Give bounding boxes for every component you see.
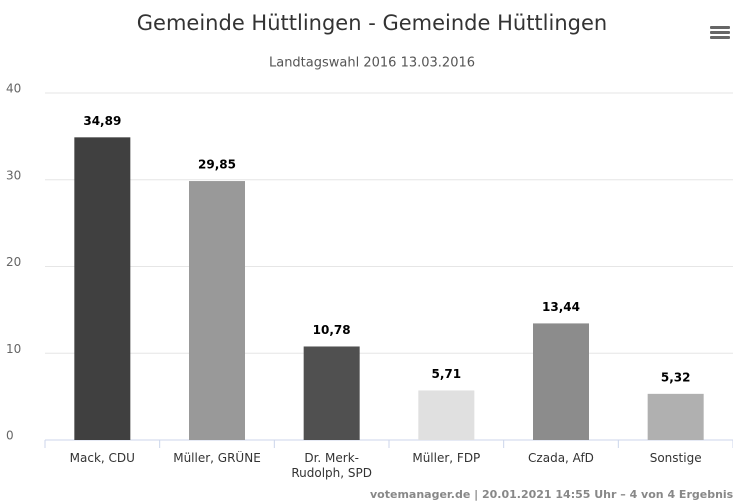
data-label: 13,44 bbox=[542, 300, 580, 314]
y-tick-label: 10 bbox=[6, 342, 21, 356]
menu-button[interactable] bbox=[710, 26, 730, 39]
menu-bar bbox=[710, 36, 730, 39]
y-tick-label: 40 bbox=[6, 82, 21, 96]
menu-bar bbox=[710, 31, 730, 34]
chart-title: Gemeinde Hüttlingen - Gemeinde Hüttlinge… bbox=[137, 11, 607, 35]
credits: votemanager.de | 20.01.2021 14:55 Uhr – … bbox=[370, 488, 733, 501]
menu-bar bbox=[710, 26, 730, 29]
x-tick-label-box: Czada, AfD bbox=[528, 451, 594, 465]
chart-subtitle: Landtagswahl 2016 13.03.2016 bbox=[269, 56, 475, 71]
x-tick-label: Sonstige bbox=[649, 451, 702, 465]
x-tick-label: Dr. Merk-Rudolph, SPD bbox=[291, 451, 372, 480]
x-tick-label-box: Müller, GRÜNE bbox=[173, 451, 261, 465]
x-tick-label: Müller, GRÜNE bbox=[173, 451, 261, 465]
data-label: 34,89 bbox=[83, 114, 121, 128]
y-tick-label: 0 bbox=[6, 429, 14, 443]
data-label: 5,71 bbox=[432, 367, 462, 381]
bar bbox=[533, 323, 589, 440]
x-tick-label-box: Mack, CDU bbox=[69, 451, 135, 465]
data-label: 10,78 bbox=[313, 323, 351, 337]
x-tick-label-box: Sonstige bbox=[649, 451, 702, 465]
y-tick-label: 20 bbox=[6, 255, 21, 269]
bar bbox=[418, 390, 475, 440]
y-tick-label: 30 bbox=[6, 168, 21, 182]
x-tick-label-box: Dr. Merk-Rudolph, SPD bbox=[291, 451, 372, 480]
bar bbox=[74, 137, 131, 440]
x-tick-label: Müller, FDP bbox=[412, 451, 481, 465]
x-tick-label-box: Müller, FDP bbox=[412, 451, 481, 465]
x-tick-label: Czada, AfD bbox=[528, 451, 594, 465]
bar bbox=[647, 393, 704, 440]
bar bbox=[189, 181, 245, 440]
data-label: 5,32 bbox=[661, 370, 691, 384]
bar bbox=[303, 346, 360, 440]
x-tick-label: Mack, CDU bbox=[69, 451, 135, 465]
data-label: 29,85 bbox=[198, 158, 236, 172]
